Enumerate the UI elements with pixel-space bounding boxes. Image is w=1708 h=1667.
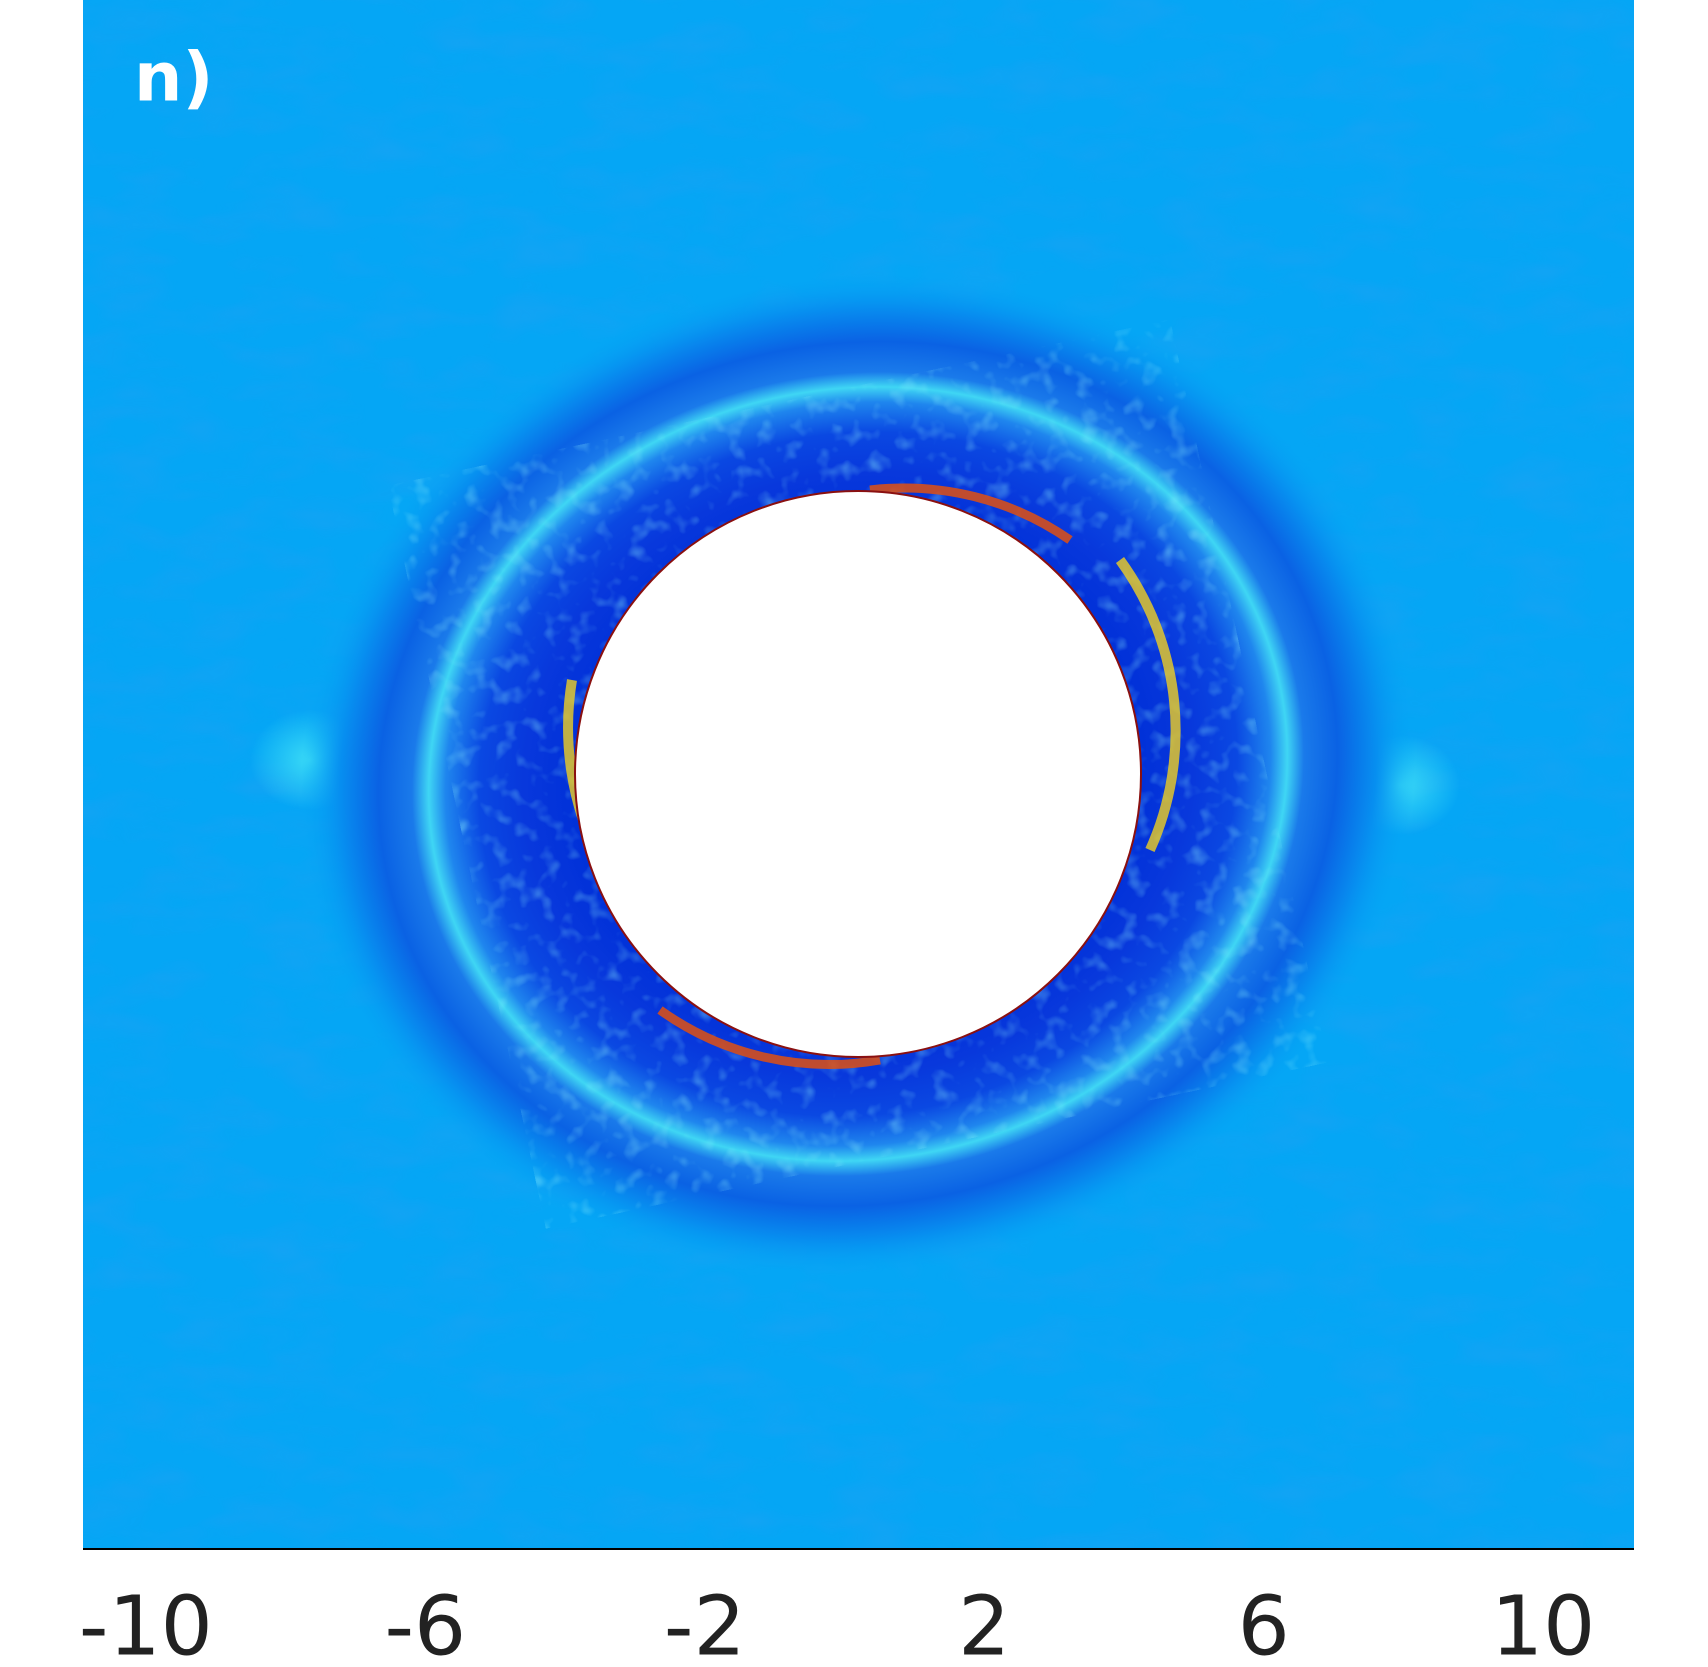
cylinder	[574, 490, 1142, 1058]
x-tick-label: -6	[384, 1579, 466, 1667]
x-tick-label: 2	[958, 1579, 1010, 1667]
x-tick-label: 6	[1238, 1579, 1290, 1667]
x-tick-label: -10	[79, 1579, 213, 1667]
panel-label: n)	[134, 39, 214, 118]
edge-high	[869, 483, 1073, 544]
edge-high	[657, 1006, 881, 1069]
x-tick-label: 10	[1491, 1579, 1595, 1667]
edge-high	[1115, 557, 1181, 853]
x-tick-label: -2	[664, 1579, 746, 1667]
field	[83, 0, 1634, 1549]
